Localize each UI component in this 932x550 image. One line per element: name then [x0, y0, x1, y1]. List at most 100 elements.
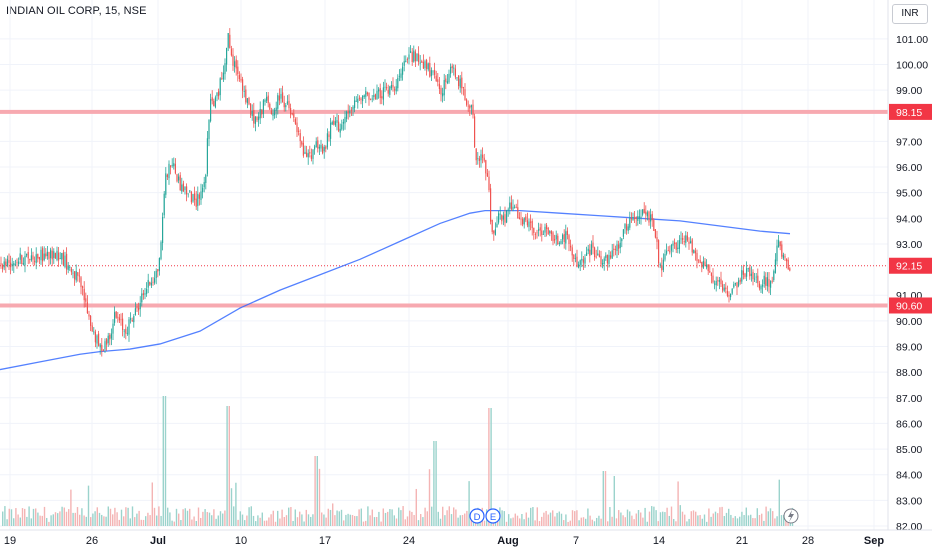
- candle-body: [218, 91, 220, 97]
- candle-body: [278, 95, 280, 101]
- candle-body: [704, 261, 706, 266]
- volume-bar: [277, 510, 279, 526]
- candle-body: [701, 261, 703, 268]
- candle-body: [568, 235, 570, 245]
- candle-body: [605, 255, 607, 258]
- candle-body: [784, 256, 786, 258]
- volume-bar: [426, 511, 428, 526]
- candle-body: [166, 174, 168, 177]
- event-marker-d[interactable]: D: [469, 508, 485, 524]
- candle-body: [21, 255, 23, 265]
- candle-body: [253, 110, 255, 124]
- candle-body: [19, 253, 21, 260]
- volume-bar: [618, 510, 620, 526]
- candle-body: [181, 184, 183, 192]
- candle-body: [597, 253, 599, 255]
- candle-body: [149, 281, 151, 285]
- candle-body: [203, 182, 205, 188]
- candle-body: [429, 63, 431, 77]
- volume-bar: [173, 521, 175, 526]
- volume-bar: [387, 511, 389, 526]
- candle-body: [64, 255, 66, 267]
- candle-body: [536, 232, 538, 234]
- candle-body: [170, 165, 172, 168]
- candle-body: [534, 233, 536, 235]
- candle-body: [603, 258, 605, 264]
- currency-button[interactable]: INR: [892, 4, 928, 24]
- candle-body: [549, 230, 551, 234]
- volume-bar: [178, 513, 180, 526]
- candle-body: [368, 92, 370, 100]
- volume-bar: [213, 509, 215, 526]
- volume-bar: [703, 514, 706, 526]
- candle-body: [650, 214, 652, 222]
- candle-body: [611, 250, 613, 259]
- volume-bar: [248, 507, 250, 526]
- candle-body: [285, 105, 287, 108]
- chart-title: INDIAN OIL CORP, 15, NSE: [6, 5, 147, 17]
- candle-body: [675, 242, 677, 250]
- volume-bar: [145, 516, 147, 526]
- volume-bar: [431, 506, 433, 526]
- volume-bar: [296, 517, 299, 526]
- candle-body: [435, 75, 437, 82]
- candle-body: [67, 265, 69, 270]
- candle-body: [555, 235, 557, 240]
- candle-body: [454, 68, 456, 78]
- y-tick-label: 82.00: [896, 521, 922, 533]
- candle-body: [158, 258, 160, 271]
- volume-bar: [717, 513, 719, 526]
- volume-bar: [615, 518, 618, 526]
- volume-bar: [543, 512, 545, 526]
- candle-body: [128, 319, 130, 335]
- volume-bar: [433, 441, 435, 526]
- candle-body: [312, 149, 314, 159]
- y-tick-label: 93.00: [896, 239, 922, 251]
- volume-bar: [653, 506, 655, 526]
- candle-body: [426, 59, 428, 69]
- candle-body: [669, 250, 671, 253]
- candle-body: [150, 282, 152, 286]
- volume-bar: [763, 520, 765, 526]
- candle-body: [93, 331, 95, 333]
- volume-bar: [125, 507, 127, 526]
- candle-body: [427, 63, 429, 70]
- event-marker-e[interactable]: E: [485, 508, 501, 524]
- candle-body: [659, 264, 661, 265]
- candle-body: [381, 96, 383, 99]
- volume-bar: [598, 515, 600, 526]
- volume-bar: [10, 509, 13, 526]
- candle-body: [264, 99, 266, 102]
- candle-body: [667, 250, 669, 252]
- y-tick-label: 94.00: [896, 213, 922, 225]
- candle-body: [256, 117, 258, 121]
- volume-bar: [211, 515, 213, 526]
- candle-body: [398, 76, 400, 78]
- volume-bar: [587, 508, 589, 526]
- volume-bar: [422, 517, 424, 526]
- candle-body: [400, 73, 402, 78]
- volume-bar: [453, 507, 455, 526]
- volume-bar: [160, 515, 162, 526]
- volume-bar: [644, 507, 646, 526]
- candle-body: [406, 58, 408, 60]
- candle-body: [546, 225, 548, 230]
- volume-bar: [37, 512, 39, 526]
- volume-bar: [602, 471, 604, 526]
- volume-bar: [699, 515, 701, 526]
- volume-bar: [206, 512, 208, 526]
- volume-bar: [123, 516, 125, 526]
- volume-bar: [666, 507, 668, 526]
- candle-body: [251, 110, 253, 117]
- volume-bar: [545, 510, 547, 526]
- volume-bar: [692, 510, 695, 526]
- volume-bar: [505, 521, 508, 526]
- candle-body: [32, 255, 34, 260]
- candle-body: [259, 109, 261, 119]
- volume-bar: [571, 510, 574, 526]
- volume-bar: [90, 517, 92, 526]
- y-tick-label: 84.00: [896, 470, 922, 482]
- candle-body: [558, 243, 560, 245]
